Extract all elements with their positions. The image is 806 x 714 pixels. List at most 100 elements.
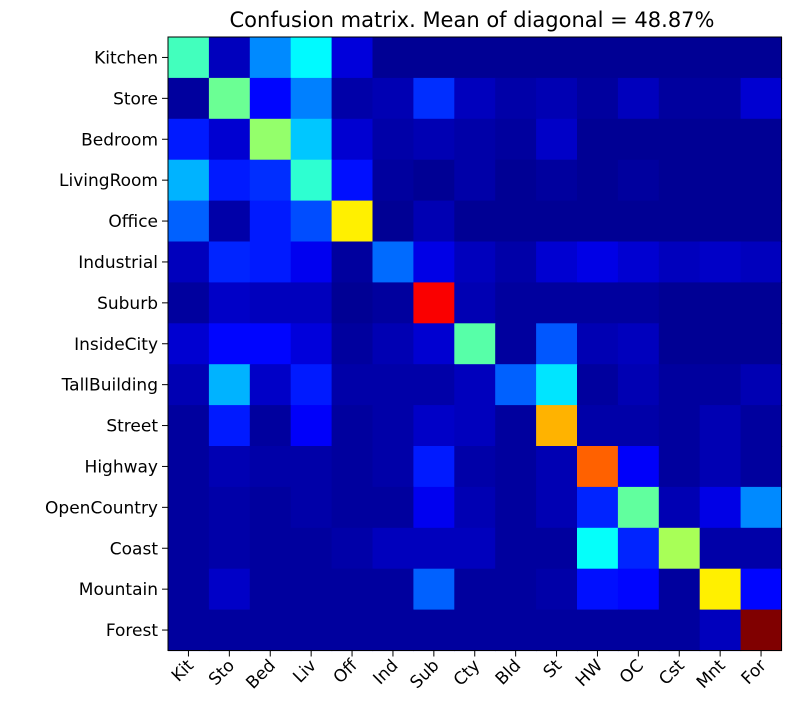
heatmap-cell: [331, 568, 374, 611]
heatmap-cell: [577, 446, 619, 488]
heatmap-cell: [658, 159, 701, 202]
heatmap-cell: [536, 568, 578, 611]
heatmap-cell: [740, 405, 783, 447]
heatmap-cell: [536, 486, 578, 529]
heatmap-cell: [617, 241, 660, 283]
heatmap-cell: [699, 77, 742, 120]
heatmap-cell: [208, 241, 251, 283]
heatmap-cell: [699, 282, 742, 324]
heatmap-cell: [740, 568, 783, 611]
heatmap-cell: [617, 609, 660, 652]
heatmap-cell: [249, 527, 292, 570]
y-tick-label: Coast: [110, 539, 159, 559]
heatmap-cell: [454, 405, 496, 447]
heatmap-cell: [331, 159, 374, 202]
heatmap-cell: [617, 364, 660, 406]
heatmap-cell: [249, 364, 292, 406]
heatmap-cell: [208, 405, 251, 447]
heatmap-cell: [658, 323, 701, 365]
heatmap-cell: [577, 486, 619, 529]
x-tick-label: Cst: [655, 656, 689, 690]
heatmap-cell: [740, 609, 783, 652]
heatmap-cell: [536, 527, 578, 570]
heatmap-cell: [168, 609, 210, 652]
heatmap-cell: [536, 77, 578, 120]
heatmap-cell: [331, 118, 374, 161]
heatmap-cell: [495, 364, 537, 406]
heatmap-cell: [658, 568, 701, 611]
heatmap-cell: [577, 609, 619, 652]
x-tick-label: St: [540, 656, 567, 683]
heatmap-cell: [413, 609, 455, 652]
y-tick-label: Store: [113, 89, 158, 109]
heatmap-cell: [577, 527, 619, 570]
heatmap-cell: [290, 200, 333, 243]
heatmap-cell: [495, 446, 537, 488]
heatmap-cell: [331, 527, 374, 570]
heatmap-cell: [699, 486, 742, 529]
y-tick-label: Forest: [106, 621, 159, 641]
heatmap-cell: [658, 609, 701, 652]
heatmap-cell: [413, 282, 455, 324]
heatmap-cell: [372, 77, 414, 120]
heatmap-cell: [290, 609, 333, 652]
heatmap-cell: [577, 241, 619, 283]
heatmap-cell: [740, 118, 783, 161]
heatmap-cell: [290, 159, 333, 202]
heatmap-cell: [495, 527, 537, 570]
heatmap-cell: [413, 241, 455, 283]
heatmap-cell: [168, 527, 210, 570]
heatmap-cell: [168, 486, 210, 529]
heatmap-cell: [536, 446, 578, 488]
heatmap-cell: [168, 159, 210, 202]
heatmap-cell: [249, 159, 292, 202]
heatmap-cell: [577, 405, 619, 447]
heatmap-cell: [617, 527, 660, 570]
heatmap-cell: [168, 77, 210, 120]
x-tick-label: Bld: [492, 656, 525, 689]
heatmap-cell: [208, 323, 251, 365]
heatmap-cell: [617, 323, 660, 365]
heatmap-cell: [249, 486, 292, 529]
heatmap-cell: [495, 159, 537, 202]
heatmap-cell: [208, 200, 251, 243]
heatmap-cell: [577, 364, 619, 406]
heatmap-cell: [168, 323, 210, 365]
heatmap-cell: [699, 323, 742, 365]
heatmap-cell: [495, 486, 537, 529]
heatmap-cell: [658, 446, 701, 488]
heatmap-cell: [372, 159, 414, 202]
heatmap-cell: [495, 77, 537, 120]
heatmap-cell: [454, 609, 496, 652]
heatmap-cell: [290, 282, 333, 324]
heatmap-cell: [290, 77, 333, 120]
heatmap-cell: [331, 37, 374, 79]
heatmap-cell: [454, 323, 496, 365]
heatmap-cell: [536, 609, 578, 652]
heatmap-cell: [740, 486, 783, 529]
heatmap-cell: [372, 405, 414, 447]
y-tick-label: LivingRoom: [59, 171, 158, 191]
heatmap-cells: [168, 37, 783, 652]
heatmap-cell: [168, 200, 210, 243]
heatmap-cell: [372, 118, 414, 161]
heatmap-cell: [658, 37, 701, 79]
heatmap-cell: [740, 446, 783, 488]
heatmap-cell: [331, 405, 374, 447]
heatmap-cell: [740, 323, 783, 365]
x-tick-label: HW: [572, 656, 607, 691]
heatmap-cell: [290, 241, 333, 283]
heatmap-cell: [536, 159, 578, 202]
heatmap-cell: [454, 446, 496, 488]
heatmap-cell: [454, 200, 496, 243]
y-tick-label: OpenCountry: [45, 498, 158, 518]
heatmap-cell: [290, 118, 333, 161]
heatmap-cell: [454, 364, 496, 406]
heatmap-cell: [617, 405, 660, 447]
heatmap-cell: [495, 282, 537, 324]
heatmap-cell: [168, 364, 210, 406]
heatmap-cell: [454, 527, 496, 570]
heatmap-cell: [249, 446, 292, 488]
heatmap-cell: [331, 323, 374, 365]
heatmap-cell: [454, 159, 496, 202]
